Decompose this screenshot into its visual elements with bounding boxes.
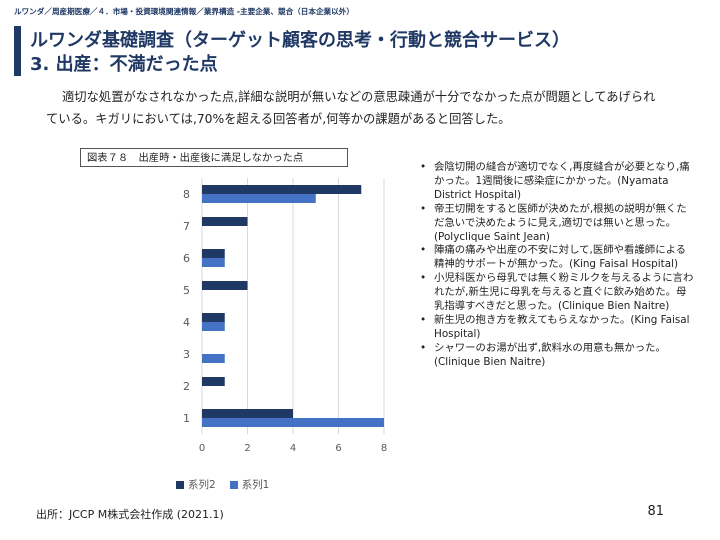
bar-series2 [202, 281, 248, 290]
y-tick-label: 2 [183, 380, 190, 393]
x-tick-label: 4 [290, 443, 296, 454]
page-title: ルワンダ基礎調査（ターゲット顧客の思考・行動と競合サービス） [30, 30, 570, 51]
bar-series2 [202, 185, 362, 194]
legend-item-series1: 系列1 [229, 477, 270, 492]
comment-item: 帝王切開をすると医師が決めたが,根拠の説明が無くただ急いで決めたように見え,適切… [418, 203, 696, 245]
comment-item: 小児科医から母乳では無く粉ミルクを与えるように言われたが,新生児に母乳を与えると… [418, 272, 696, 314]
x-tick-label: 2 [244, 443, 250, 454]
comment-list: 会陰切開の縫合が適切でなく,再度縫合が必要となり,痛かった。1週間後に感染症にか… [418, 161, 696, 370]
page-subtitle: 3. 出産：不満だった点 [30, 54, 218, 75]
legend-item-series2: 系列2 [176, 477, 216, 492]
body-paragraph: 適切な処置がなされなかった点,詳細な説明が無いなどの意思疎通が十分でなかった点が… [46, 90, 656, 126]
comment-item: 陣痛の痛みや出産の不安に対して,医師や看護師による精神的サポートが無かった。(K… [418, 244, 696, 272]
breadcrumb: ルワンダ／周産期医療／４．市場・投資環境関連情報／業界構造 -主要企業、競合（日… [14, 7, 354, 16]
y-tick-label: 7 [183, 220, 190, 233]
x-tick-label: 0 [199, 443, 205, 454]
bar-series2 [202, 313, 225, 322]
y-tick-label: 6 [183, 252, 190, 265]
page-number: 81 [647, 504, 664, 519]
x-tick-label: 6 [335, 443, 341, 454]
comment-item: 会陰切開の縫合が適切でなく,再度縫合が必要となり,痛かった。1週間後に感染症にか… [418, 161, 696, 203]
legend-label-series1: 系列1 [241, 479, 270, 491]
legend-swatch-series2 [176, 480, 184, 489]
x-tick-label: 8 [381, 443, 387, 454]
y-tick-label: 8 [183, 188, 190, 201]
y-tick-label: 5 [183, 284, 190, 297]
comment-item: 新生児の抱き方を教えてもらえなかった。(King Faisal Hospital… [418, 314, 696, 342]
legend-label-series2: 系列2 [188, 479, 216, 491]
bar-series1 [202, 354, 225, 363]
bar-series2 [202, 409, 293, 418]
figure-caption: 図表７８ 出産時・出産後に満足しなかった点 [80, 148, 348, 167]
title-accent-bar [14, 26, 21, 76]
y-tick-label: 3 [183, 348, 190, 361]
bar-chart: 0 2 4 6 8 1 2 3 4 5 6 7 8 [183, 178, 387, 454]
y-tick-label: 1 [183, 412, 190, 425]
bar-series1 [202, 322, 225, 331]
comment-item: シャワーのお湯が出ず,飲料水の用意も無かった。(Clinique Bien Na… [418, 342, 696, 370]
bar-series1 [202, 258, 225, 267]
y-tick-label: 4 [183, 316, 190, 329]
source-note: 出所：JCCP M株式会社作成 (2021.1) [36, 508, 224, 521]
bar-series2 [202, 377, 225, 386]
chart-legend: 系列2 系列1 [176, 477, 269, 492]
legend-swatch-series1 [229, 480, 238, 489]
bar-series2 [202, 249, 225, 258]
bar-series1 [202, 194, 316, 203]
bar-series1 [202, 418, 384, 427]
bar-series2 [202, 217, 248, 226]
